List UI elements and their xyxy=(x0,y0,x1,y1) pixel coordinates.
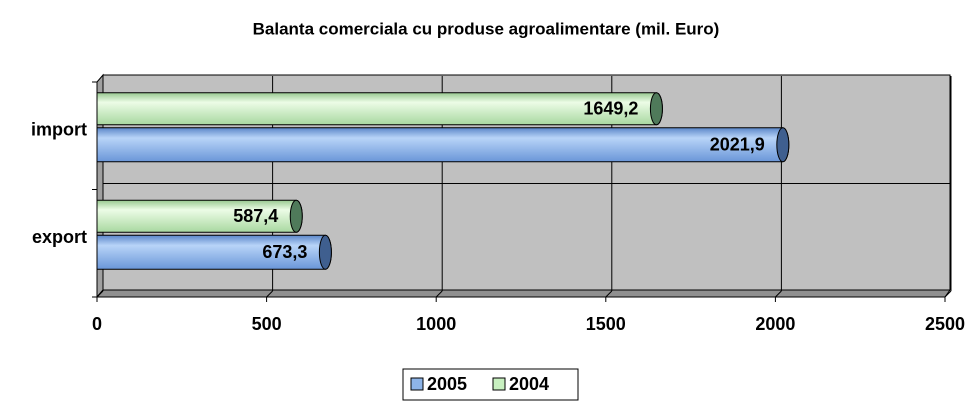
y-tick-label: export xyxy=(32,227,87,247)
grid-line xyxy=(266,290,273,298)
legend-label: 2004 xyxy=(509,374,549,394)
bar xyxy=(96,199,303,233)
floor xyxy=(95,289,951,298)
data-label: 1649,2 xyxy=(583,99,638,119)
bar-cap xyxy=(776,127,790,163)
bar-body xyxy=(96,92,663,126)
data-label: 587,4 xyxy=(233,206,278,226)
bar-body xyxy=(96,127,790,163)
legend xyxy=(402,368,579,401)
x-tick-label: 500 xyxy=(252,314,282,334)
grid-line xyxy=(775,290,782,298)
x-tick-label: 2000 xyxy=(755,314,795,334)
bar-cap xyxy=(318,234,332,270)
grid-line xyxy=(605,290,613,298)
y-tick-label: import xyxy=(31,120,87,140)
legend-swatch xyxy=(492,377,506,391)
legend-label: 2005 xyxy=(427,374,467,394)
x-tick-label: 1500 xyxy=(586,314,626,334)
x-tick-label: 2500 xyxy=(925,314,965,334)
x-tick-label: 1000 xyxy=(416,314,456,334)
grid-line xyxy=(435,290,443,298)
x-tick-label: 0 xyxy=(92,314,102,334)
bar xyxy=(96,234,332,270)
grid-line xyxy=(96,290,104,298)
bar xyxy=(96,92,663,126)
chart-title: Balanta comerciala cu produse agroalimen… xyxy=(253,19,720,38)
grid-line xyxy=(944,290,952,298)
bar-cap xyxy=(649,92,663,126)
data-label: 2021,9 xyxy=(710,135,765,155)
bar-cap xyxy=(289,199,303,233)
data-label: 673,3 xyxy=(262,242,307,262)
bar xyxy=(96,127,790,163)
legend-swatch xyxy=(410,377,424,391)
